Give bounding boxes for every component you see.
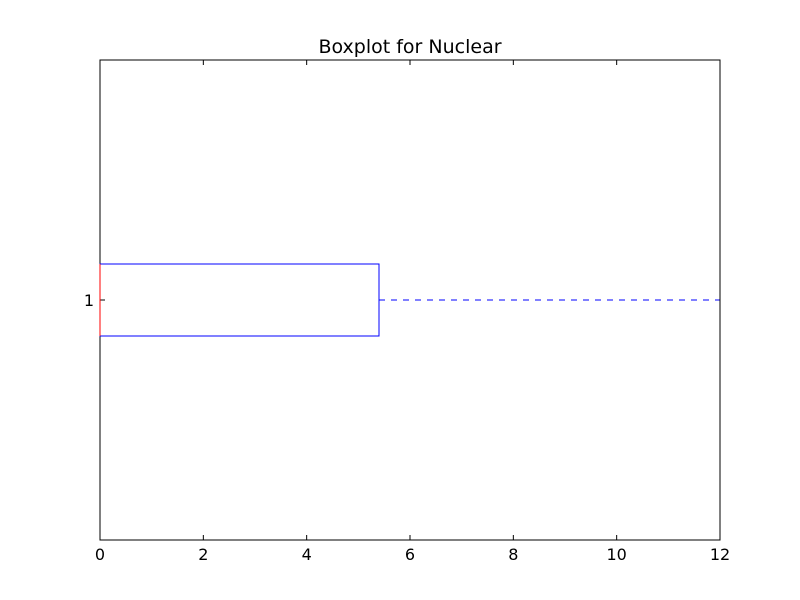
x-tick-label: 6 [405,545,415,564]
box-iqr [99,263,380,337]
x-tick-label: 4 [302,545,312,564]
x-tick-label: 12 [710,545,730,564]
x-tick-label: 10 [606,545,626,564]
plot-frame [99,59,721,541]
x-tick-label: 2 [198,545,208,564]
y-tick-label: 1 [84,291,94,310]
x-tick-label: 0 [95,545,105,564]
x-tick-label: 8 [508,545,518,564]
box-series [99,263,721,337]
x-axis: 0 2 4 6 8 10 12 [95,60,730,564]
chart-title: Boxplot for Nuclear [318,36,501,58]
